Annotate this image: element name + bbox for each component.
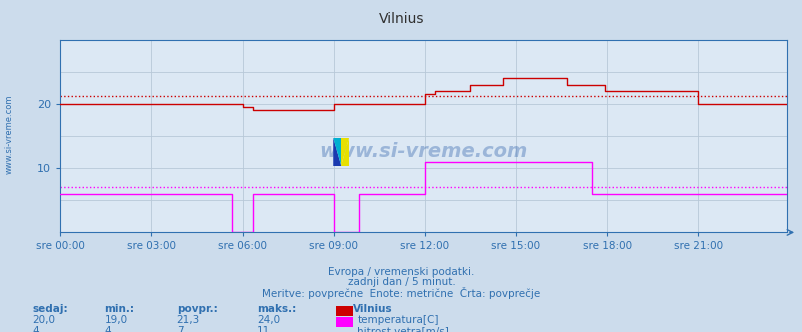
Text: 21,3: 21,3: [176, 315, 200, 325]
Polygon shape: [333, 138, 341, 166]
Text: maks.:: maks.:: [257, 304, 296, 314]
Text: temperatura[C]: temperatura[C]: [357, 315, 438, 325]
Text: 11: 11: [257, 326, 270, 332]
Text: 7: 7: [176, 326, 183, 332]
Text: hitrost vetra[m/s]: hitrost vetra[m/s]: [357, 326, 448, 332]
Text: Vilnius: Vilnius: [353, 304, 392, 314]
Text: www.si-vreme.com: www.si-vreme.com: [5, 95, 14, 174]
Polygon shape: [333, 138, 341, 166]
Polygon shape: [341, 138, 349, 166]
Text: 4: 4: [104, 326, 111, 332]
Text: 4: 4: [32, 326, 38, 332]
Text: Meritve: povprečne  Enote: metrične  Črta: povprečje: Meritve: povprečne Enote: metrične Črta:…: [262, 287, 540, 299]
Text: 20,0: 20,0: [32, 315, 55, 325]
Text: sedaj:: sedaj:: [32, 304, 67, 314]
Text: Vilnius: Vilnius: [379, 12, 423, 26]
Text: min.:: min.:: [104, 304, 134, 314]
Text: www.si-vreme.com: www.si-vreme.com: [319, 142, 527, 161]
Polygon shape: [341, 138, 349, 166]
Text: povpr.:: povpr.:: [176, 304, 217, 314]
Text: 24,0: 24,0: [257, 315, 280, 325]
Text: zadnji dan / 5 minut.: zadnji dan / 5 minut.: [347, 277, 455, 287]
Text: Evropa / vremenski podatki.: Evropa / vremenski podatki.: [328, 267, 474, 277]
Text: 19,0: 19,0: [104, 315, 128, 325]
